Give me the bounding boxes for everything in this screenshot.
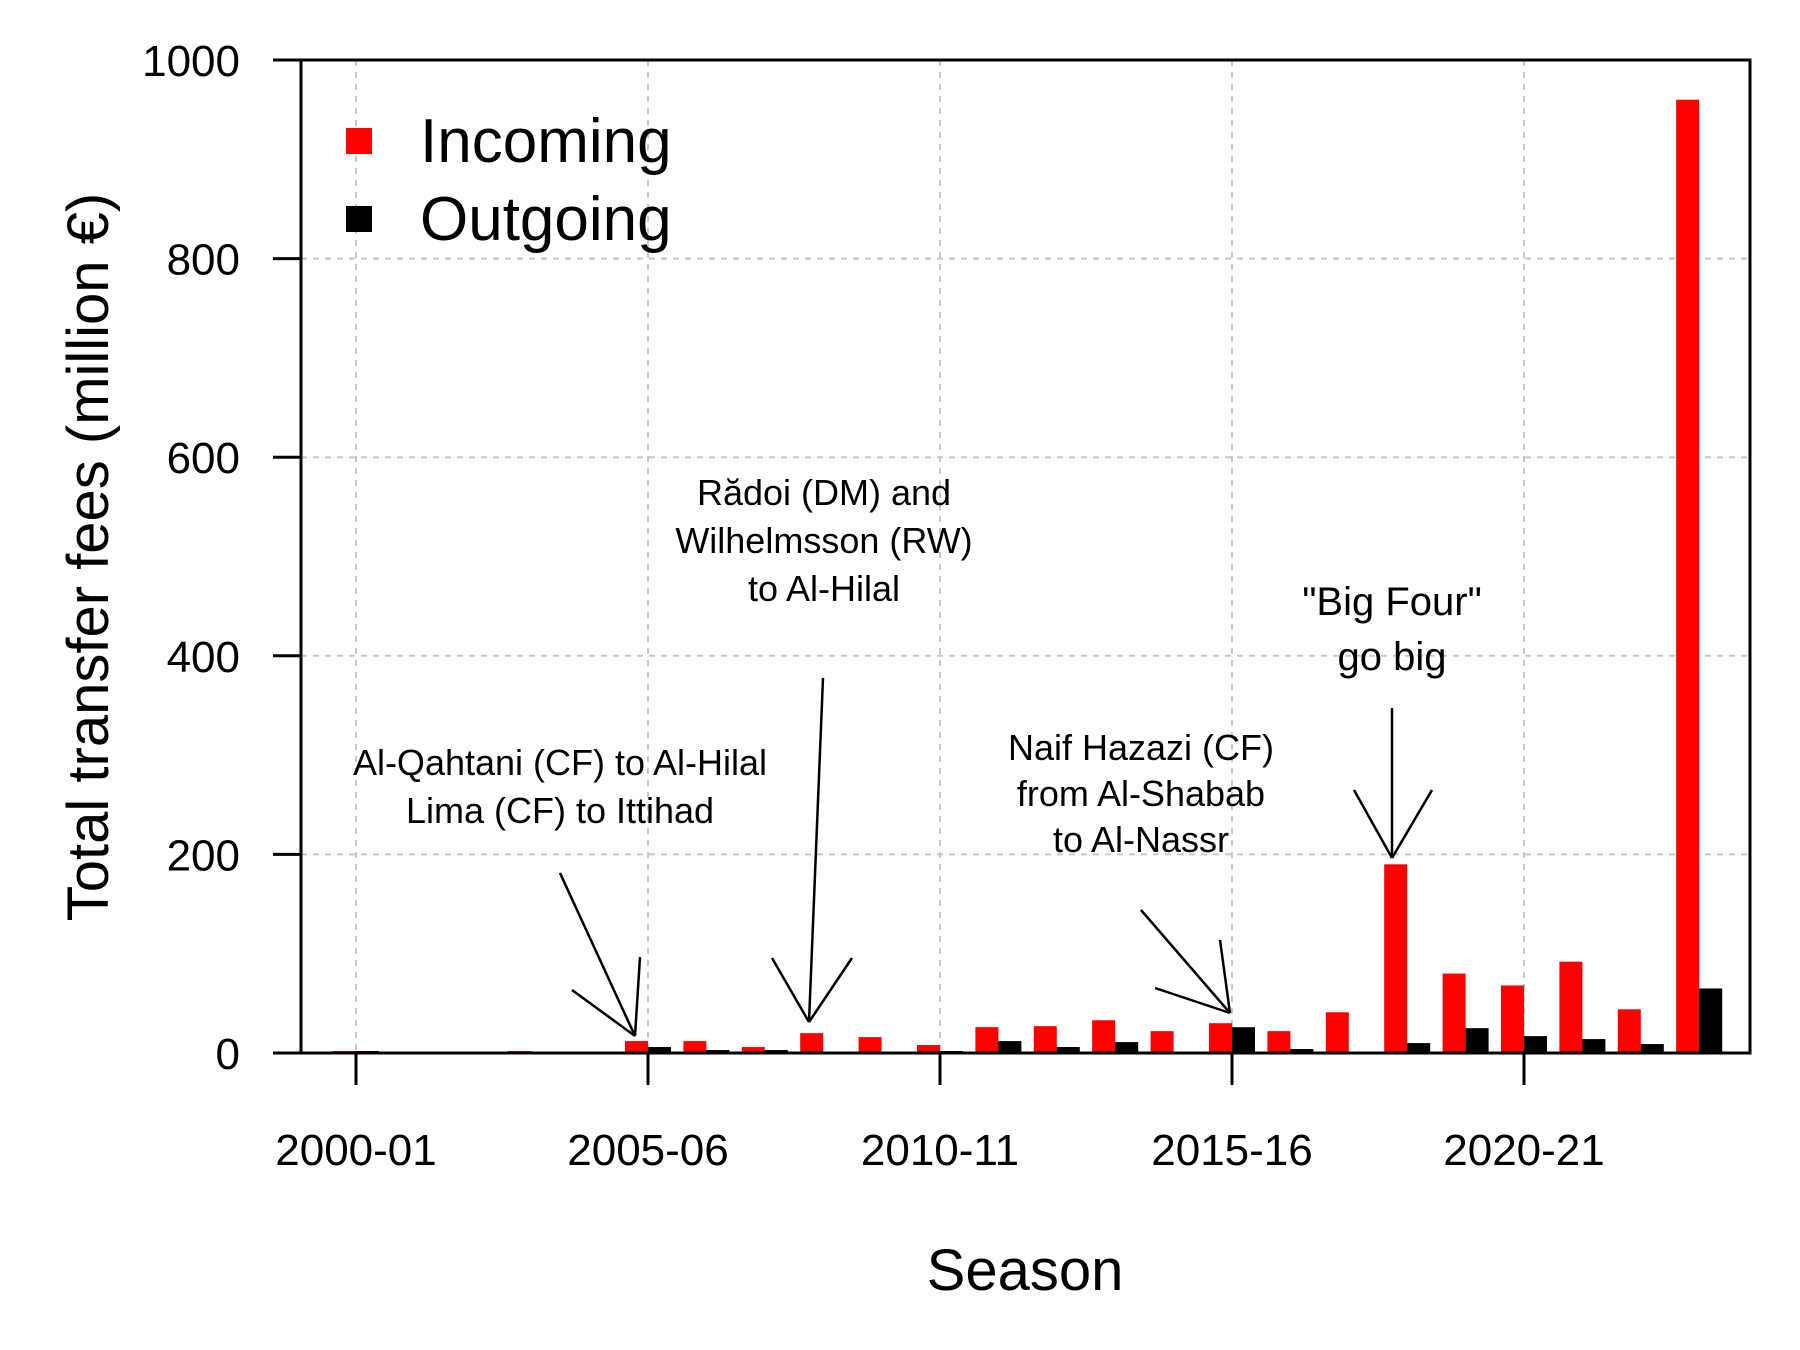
- bar-incoming-2012-13: [1033, 1026, 1057, 1053]
- y-axis-title: Total transfer fees (million €): [56, 193, 121, 921]
- annotation-0-line-1: Lima (CF) to Ittihad: [406, 790, 714, 831]
- annotation-2-line-2: to Al-Nassr: [1053, 819, 1229, 860]
- bar-outgoing-2011-12: [998, 1041, 1022, 1053]
- bar-outgoing-2013-14: [1115, 1042, 1139, 1053]
- bar-incoming-2021-22: [1559, 961, 1583, 1053]
- bar-incoming-2022-23: [1617, 1009, 1641, 1053]
- bar-incoming-2013-14: [1092, 1020, 1116, 1053]
- x-tick-label: 2005-06: [567, 1126, 728, 1175]
- y-tick-label: 400: [167, 633, 240, 682]
- legend-swatch-outgoing: [346, 206, 372, 232]
- axes: 0 200 400 600 800 1000 2000-01 2005-06 2010-11 20…: [142, 37, 1605, 1175]
- bar-incoming-2010-11: [917, 1045, 940, 1053]
- bar-incoming-2016-17: [1267, 1031, 1291, 1053]
- y-tick-label: 600: [167, 434, 240, 483]
- bar-incoming-2020-21: [1501, 985, 1524, 1053]
- annotations: Al-Qahtani (CF) to Al-Hilal Lima (CF) to …: [353, 472, 1482, 1038]
- bar-outgoing-2023-24: [1699, 988, 1723, 1053]
- bar-outgoing-2020-21: [1524, 1036, 1547, 1053]
- bar-incoming-2014-15: [1150, 1031, 1174, 1053]
- annotation-3-line-1: go big: [1338, 635, 1447, 679]
- annotation-2-arrow-head-right: [1218, 939, 1232, 1014]
- plot-frame: [299, 58, 1752, 1055]
- bar-incoming-2006-07: [683, 1041, 707, 1053]
- annotation-0-arrow-head-left: [571, 988, 636, 1038]
- annotation-0-line-0: Al-Qahtani (CF) to Al-Hilal: [353, 742, 767, 783]
- annotation-1-line-1: Wilhelmsson (RW): [675, 520, 972, 561]
- annotation-1-arrow-line: [807, 677, 825, 1023]
- bar-incoming-2011-12: [975, 1027, 999, 1053]
- annotation-0-arrow-line: [558, 872, 637, 1037]
- x-tick-label: 2020-21: [1443, 1126, 1604, 1175]
- bar-outgoing-2018-19: [1407, 1043, 1431, 1053]
- bar-incoming-2023-24: [1676, 99, 1700, 1054]
- bar-incoming-2015-16: [1209, 1023, 1232, 1053]
- annotation-3-arrow-head-left: [1352, 789, 1394, 859]
- bar-incoming-2005-06: [625, 1041, 648, 1053]
- annotation-2-arrow-line: [1140, 909, 1231, 1014]
- bar-outgoing-2015-16: [1232, 1027, 1255, 1053]
- bar-incoming-2019-20: [1442, 973, 1466, 1053]
- y-tick-label: 0: [216, 1030, 240, 1079]
- annotation-1-line-0: Rădoi (DM) and: [697, 472, 951, 513]
- bar-outgoing-2016-17: [1290, 1049, 1314, 1053]
- annotation-2-line-1: from Al-Shabab: [1017, 773, 1265, 814]
- bar-outgoing-2021-22: [1582, 1039, 1606, 1053]
- y-tick-label: 800: [167, 236, 240, 285]
- bar-outgoing-2019-20: [1465, 1028, 1489, 1053]
- annotation-1-arrow-head-left: [770, 957, 811, 1023]
- annotation-3-arrow-head-right: [1390, 789, 1434, 859]
- x-axis-title: Season: [927, 1238, 1124, 1303]
- grid: [301, 59, 1750, 1054]
- legend-label-incoming: Incoming: [420, 107, 672, 176]
- annotation-2-line-0: Naif Hazazi (CF): [1008, 727, 1274, 768]
- annotation-3-line-0: "Big Four": [1302, 580, 1482, 624]
- legend-swatch-incoming: [346, 128, 372, 154]
- legend-label-outgoing: Outgoing: [420, 185, 672, 254]
- bar-outgoing-2022-23: [1640, 1044, 1664, 1053]
- annotation-1-line-2: to Al-Hilal: [748, 568, 900, 609]
- bars: [333, 99, 1723, 1054]
- y-tick-label: 200: [167, 831, 240, 880]
- y-tick-label: 1000: [142, 37, 240, 86]
- bar-incoming-2008-09: [800, 1033, 824, 1053]
- bar-incoming-2017-18: [1325, 1012, 1349, 1053]
- x-tick-label: 2010-11: [861, 1126, 1019, 1175]
- x-tick-label: 2015-16: [1151, 1126, 1312, 1175]
- legend: Incoming Outgoing: [346, 107, 672, 254]
- x-tick-label: 2000-01: [275, 1126, 436, 1175]
- bar-outgoing-2012-13: [1056, 1047, 1080, 1053]
- annotation-1-arrow-head-right: [807, 957, 854, 1023]
- bar-outgoing-2005-06: [648, 1047, 671, 1053]
- annotation-2-arrow-head-left: [1154, 986, 1231, 1015]
- bar-incoming-2018-19: [1384, 864, 1408, 1053]
- bar-incoming-2009-10: [858, 1037, 882, 1053]
- annotation-0-arrow-head-right: [633, 956, 642, 1037]
- bar-incoming-2007-08: [741, 1047, 765, 1053]
